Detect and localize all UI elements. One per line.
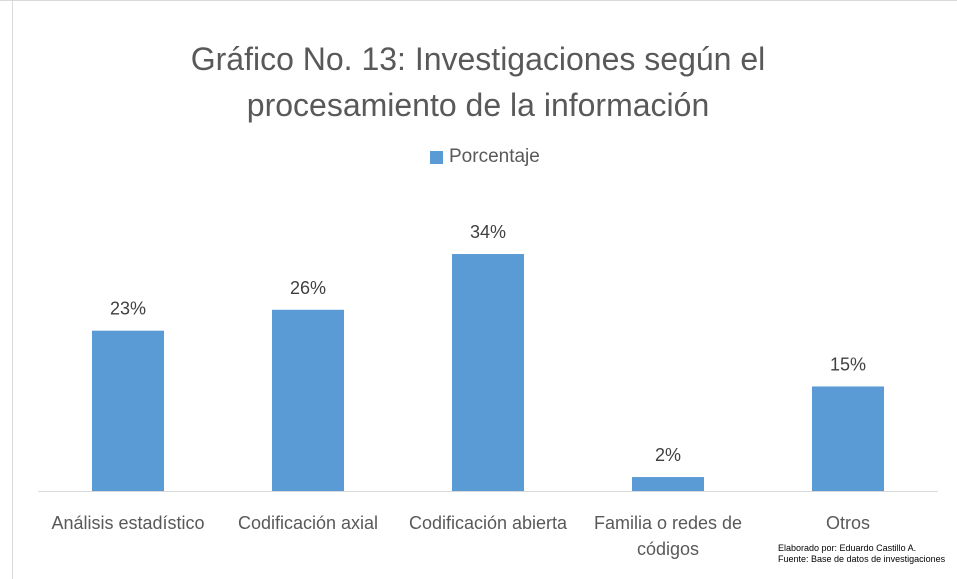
x-tick-label: Codificación axial: [237, 513, 379, 533]
data-label: 23%: [110, 299, 146, 319]
bar: [452, 254, 524, 491]
footnote-line: Fuente: Base de datos de investigaciones: [778, 554, 946, 564]
bar: [92, 330, 164, 491]
x-tick-label: Familia o redes de códigos: [593, 513, 743, 559]
bar: [632, 477, 704, 491]
x-tick-label: Análisis estadístico: [51, 513, 205, 533]
footnote-line: Elaborado por: Eduardo Castillo A.: [778, 543, 917, 553]
legend-label: Porcentaje: [449, 146, 540, 167]
data-label: 15%: [830, 354, 866, 374]
data-label: 2%: [655, 445, 681, 465]
legend: Porcentaje: [430, 146, 540, 168]
data-label: 34%: [470, 222, 506, 242]
bar: [272, 309, 344, 491]
chart-title: Gráfico No. 13: Investigaciones según el…: [190, 41, 766, 123]
legend-swatch: [430, 150, 443, 164]
data-label: 26%: [290, 278, 326, 298]
x-tick-label: Otros: [825, 513, 870, 533]
footnote: Elaborado por: Eduardo Castillo A. Fuent…: [778, 543, 953, 565]
bar: [812, 386, 884, 491]
x-tick-label: Codificación abierta: [408, 513, 568, 533]
